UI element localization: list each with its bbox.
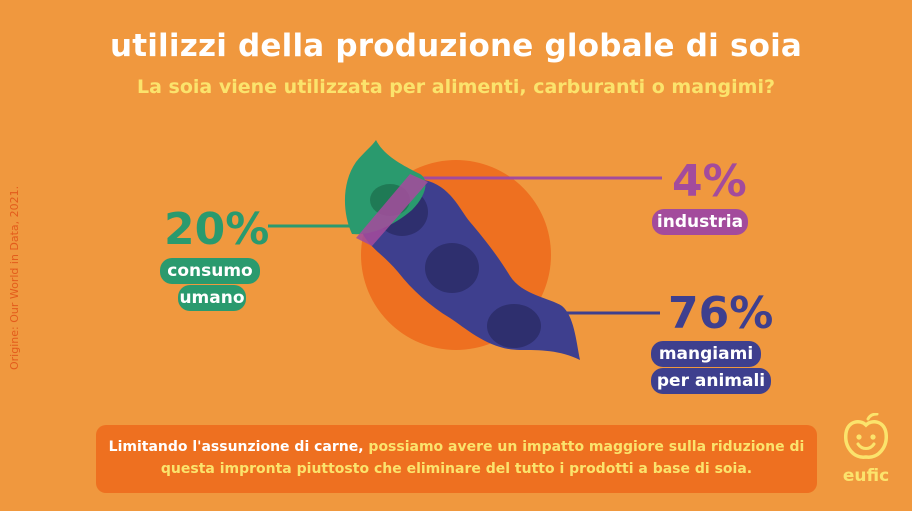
info-note: Limitando l'assunzione di carne, possiam… xyxy=(96,425,817,493)
feed-label-line2: per animali xyxy=(651,368,771,394)
apple-face-icon xyxy=(844,412,888,459)
bean-2 xyxy=(425,243,479,293)
bean-3 xyxy=(487,304,541,348)
page-subtitle: La soia viene utilizzata per alimenti, c… xyxy=(137,76,775,98)
human-label-line2: umano xyxy=(178,285,246,311)
industry-band xyxy=(356,174,428,246)
human-label-line1: consumo xyxy=(160,258,260,284)
feed-percent: 76% xyxy=(668,288,774,339)
industry-label: industria xyxy=(652,209,748,235)
industry-percent: 4% xyxy=(672,156,747,207)
logo-text: eufic xyxy=(842,466,890,486)
feed-label-line1: mangiami xyxy=(651,341,761,367)
page-title: utilizzi della produzione globale di soi… xyxy=(109,28,803,64)
note-lead: Limitando l'assunzione di carne, xyxy=(108,439,364,455)
human-percent: 20% xyxy=(164,204,270,255)
note-rest: possiamo avere un impatto maggiore sulla… xyxy=(160,439,805,477)
eufic-logo: eufic xyxy=(838,412,894,493)
